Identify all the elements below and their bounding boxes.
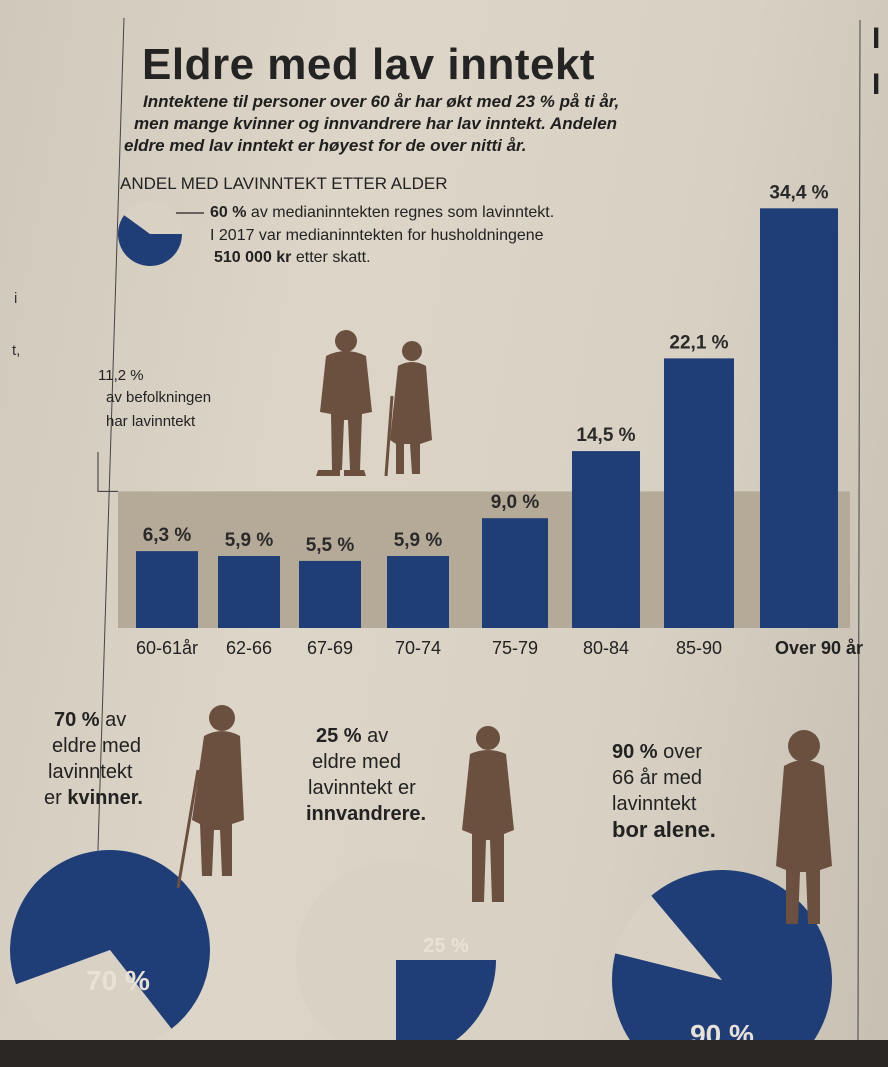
note-text: av medianinntekten regnes som lavinntekt… bbox=[246, 204, 555, 221]
bar-85-90 bbox=[664, 358, 734, 628]
stat-bold: 70 % bbox=[54, 709, 100, 731]
reference-bracket bbox=[97, 452, 118, 492]
stat-text: 70 % av bbox=[54, 708, 126, 732]
note-bold: 60 % bbox=[210, 204, 247, 221]
category-tick-label: 85-90 bbox=[676, 638, 722, 658]
small-pie-chart bbox=[117, 202, 182, 266]
bar-value-label: 14,5 % bbox=[576, 425, 635, 446]
subtitle-line: men mange kvinner og innvandrere har lav… bbox=[134, 114, 618, 133]
category-tick-label: 80-84 bbox=[583, 638, 629, 658]
bar-75-79 bbox=[482, 518, 548, 628]
bar-Over 90 år bbox=[760, 208, 838, 628]
note-connector bbox=[176, 212, 204, 214]
note-line: 510 000 kr etter skatt. bbox=[214, 249, 371, 267]
elderly-couple-icon bbox=[316, 330, 432, 477]
reference-text: av befolkningen bbox=[106, 389, 212, 406]
stat-bold: 90 % bbox=[612, 741, 658, 763]
left-column-fragment: i bbox=[14, 290, 18, 307]
bar-70-74 bbox=[387, 556, 449, 628]
man-silhouette-icon bbox=[462, 726, 514, 902]
bar-80-84 bbox=[572, 451, 640, 628]
right-column-fragment: I bbox=[872, 22, 881, 55]
subtitle-line: eldre med lav inntekt er høyest for de o… bbox=[124, 136, 527, 155]
category-tick-label: 60-61år bbox=[136, 638, 198, 658]
page-title: Eldre med lav inntekt bbox=[142, 40, 596, 89]
bar-value-label: 5,5 % bbox=[306, 535, 355, 556]
stat-pie-slice bbox=[396, 960, 496, 1060]
small-pie-slice bbox=[117, 215, 182, 266]
subtitle-line: Inntektene til personer over 60 år har ø… bbox=[143, 92, 620, 111]
stat-text: 90 % over bbox=[612, 740, 702, 764]
stat-pie-label: 70 % bbox=[86, 965, 150, 996]
note-line: I 2017 var medianinntekten for husholdni… bbox=[210, 227, 544, 244]
category-tick-label: 67-69 bbox=[307, 638, 353, 658]
stat-bold: innvandrere. bbox=[306, 803, 427, 825]
stat-text: er kvinner. bbox=[44, 786, 143, 810]
bar-62-66 bbox=[218, 556, 280, 628]
stat-text: innvandrere. bbox=[306, 802, 426, 826]
note-text: etter skatt. bbox=[291, 249, 371, 266]
bar-chart: 6,3 % 60-61år 5,9 % 62-66 5,5 % 67-69 5,9 % 70-… bbox=[97, 182, 864, 658]
bar-value-label: 5,9 % bbox=[225, 530, 274, 551]
woman-with-cane-icon bbox=[176, 705, 244, 889]
reference-value-label: 11,2 % bbox=[98, 367, 144, 384]
note-bold: 510 000 kr bbox=[214, 249, 292, 266]
stat-text: eldre med bbox=[312, 751, 401, 773]
stat-text-part: er bbox=[44, 787, 68, 809]
bar-value-label: 9,0 % bbox=[491, 492, 540, 513]
stat-text: lavinntekt bbox=[48, 761, 133, 783]
stat-text: bor alene. bbox=[612, 818, 716, 842]
stat-text: lavinntekt bbox=[612, 793, 697, 815]
stat-text: 66 år med bbox=[612, 767, 703, 789]
stat-pie-slice bbox=[9, 849, 210, 1029]
left-column-fragment: t, bbox=[12, 342, 21, 359]
stat-pie-label: 90 % bbox=[690, 1019, 754, 1050]
stat-bold: 25 % bbox=[316, 725, 362, 747]
category-tick-label: 75-79 bbox=[492, 638, 538, 658]
stat-text: 25 % av bbox=[316, 724, 388, 748]
stat-text-part: over bbox=[657, 741, 703, 763]
stat-pie-slice bbox=[612, 870, 832, 1067]
chart-heading: ANDEL MED LAVINNTEKT ETTER ALDER bbox=[120, 174, 448, 193]
note-line: 60 % av medianinntekten regnes som lavin… bbox=[210, 204, 554, 222]
category-tick-label: 62-66 bbox=[226, 638, 272, 658]
stat-text-part: av bbox=[99, 709, 127, 731]
stat-pie-label: 25 % bbox=[423, 935, 469, 957]
stat-text-part: av bbox=[361, 725, 389, 747]
category-tick-label: 70-74 bbox=[395, 638, 441, 658]
bar-67-69 bbox=[299, 560, 361, 628]
bar-value-label: 22,1 % bbox=[669, 332, 728, 353]
bar-value-label: 34,4 % bbox=[769, 182, 828, 203]
bar-value-label: 5,9 % bbox=[394, 530, 443, 551]
bar-60-61år bbox=[136, 551, 198, 628]
stat-text: lavinntekt er bbox=[308, 777, 416, 799]
right-column-fragment: I bbox=[872, 68, 881, 101]
reference-text: har lavinntekt bbox=[106, 413, 196, 430]
woman-silhouette-icon bbox=[776, 730, 832, 924]
stat-bold: kvinner. bbox=[67, 787, 143, 809]
category-tick-label: Over 90 år bbox=[775, 638, 863, 658]
bar-value-label: 6,3 % bbox=[143, 525, 192, 546]
stat-text: eldre med bbox=[52, 735, 141, 757]
stat-bold: bor alene. bbox=[612, 817, 716, 842]
